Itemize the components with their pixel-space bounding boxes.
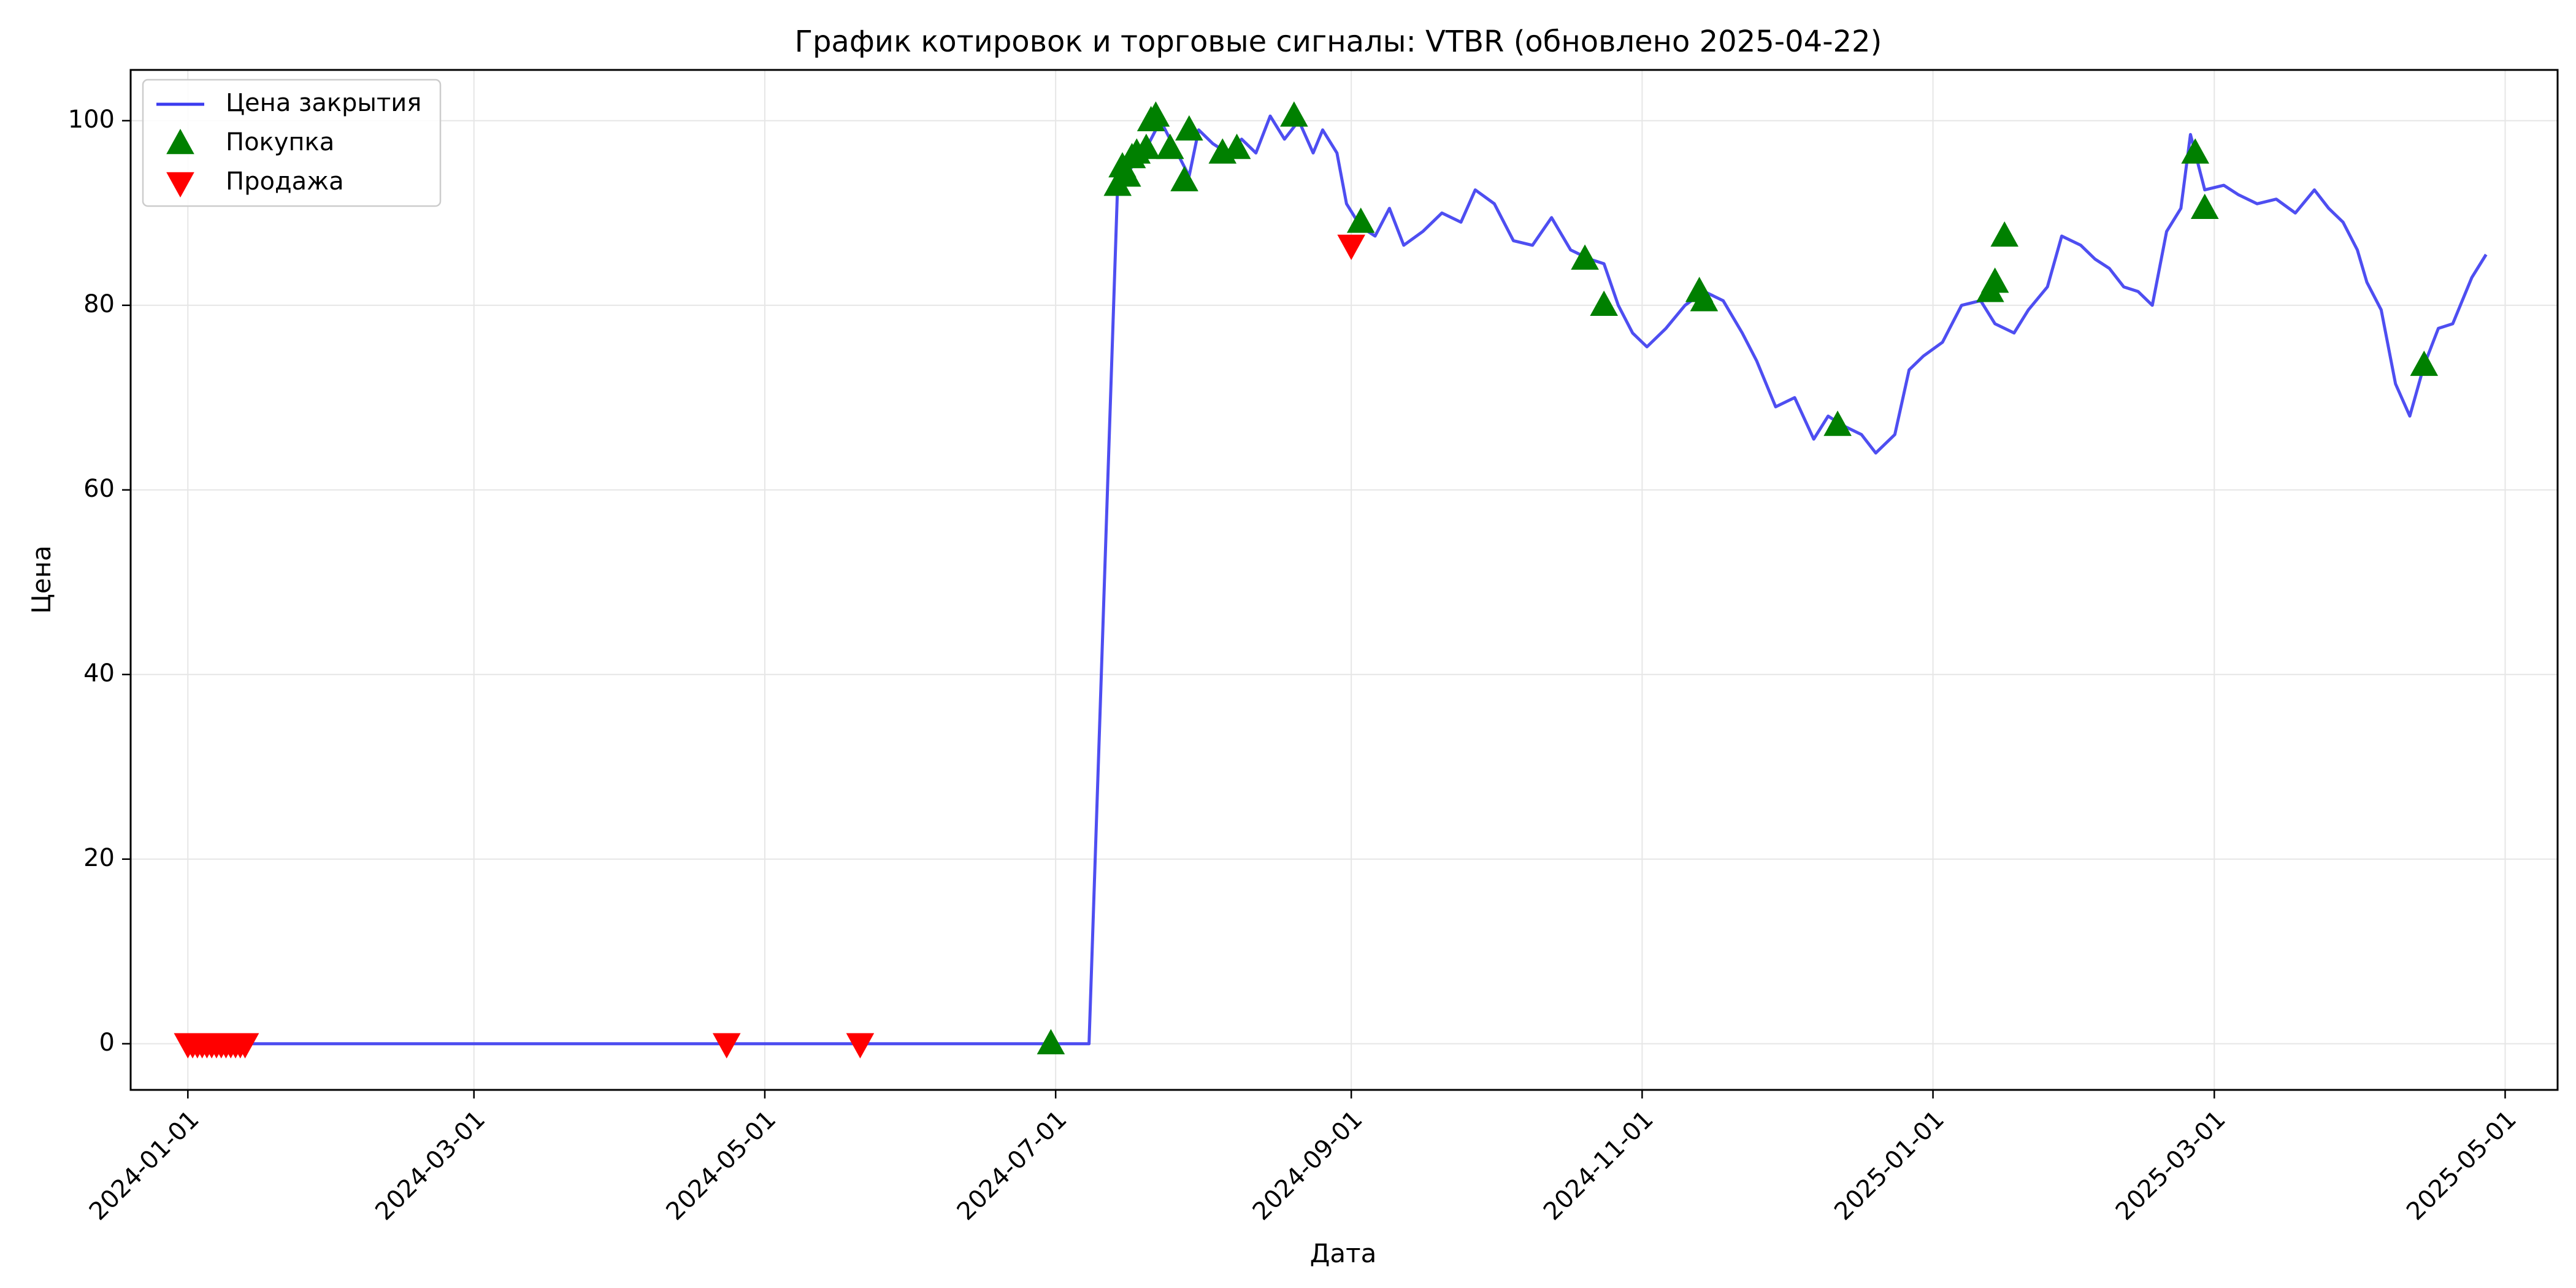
buy-signal-marker [1280,101,1308,127]
buy-signal-marker [1823,410,1852,436]
buy-signal-marker [1170,166,1198,191]
buy-signal-marker [1690,286,1719,312]
sell-signal-marker [1337,234,1365,260]
buy-signal-marker [2181,138,2209,164]
legend: Цена закрытия Покупка Продажа [142,79,442,207]
plot-area [174,101,2488,1059]
buy-signal-marker [2410,350,2439,376]
y-axis: 0 20 40 60 80 100 [68,105,131,1057]
x-axis-label: Дата [1310,1238,1377,1268]
buy-signal-marker [1980,267,2009,293]
plot-frame [129,69,2559,1091]
legend-sell-swatch [166,172,194,197]
y-tick-label: 100 [68,105,115,134]
buy-signal-marker [1990,221,2019,247]
legend-entry-label: Продажа [226,167,344,196]
sell-signal-marker [712,1033,741,1059]
buy-signal-marker [1141,101,1170,127]
legend-entry-label: Цена закрытия [226,89,421,117]
legend-frame [142,79,442,207]
sell-signal-marker [231,1033,259,1059]
buy-signal-marker [1571,244,1599,270]
buy-signal-marker [1175,115,1203,141]
y-tick-label: 20 [83,844,115,872]
buy-signal-marker [1222,133,1251,159]
y-tick-label: 60 [83,475,115,503]
buy-signal-marker [2190,193,2219,220]
y-tick-label: 0 [99,1029,115,1057]
legend-entry-label: Покупка [226,128,334,156]
sell-signal-marker [846,1033,875,1059]
y-axis-label: Цена [26,545,56,614]
y-tick-label: 80 [83,290,115,318]
grid-lines [131,70,2558,1090]
buy-signal-marker [1132,133,1160,159]
buy-signal-marker [1346,207,1375,233]
buy-signal-marker [1156,133,1184,159]
y-tick-label: 40 [83,659,115,688]
close-price-line [197,114,2488,1046]
buy-signal-marker [1037,1029,1065,1055]
legend-buy-swatch [166,129,194,155]
chart-title: График котировок и торговые сигналы: VTB… [795,25,1882,59]
buy-signal-marker [1590,290,1618,316]
buy-signal-marker [1113,161,1141,187]
